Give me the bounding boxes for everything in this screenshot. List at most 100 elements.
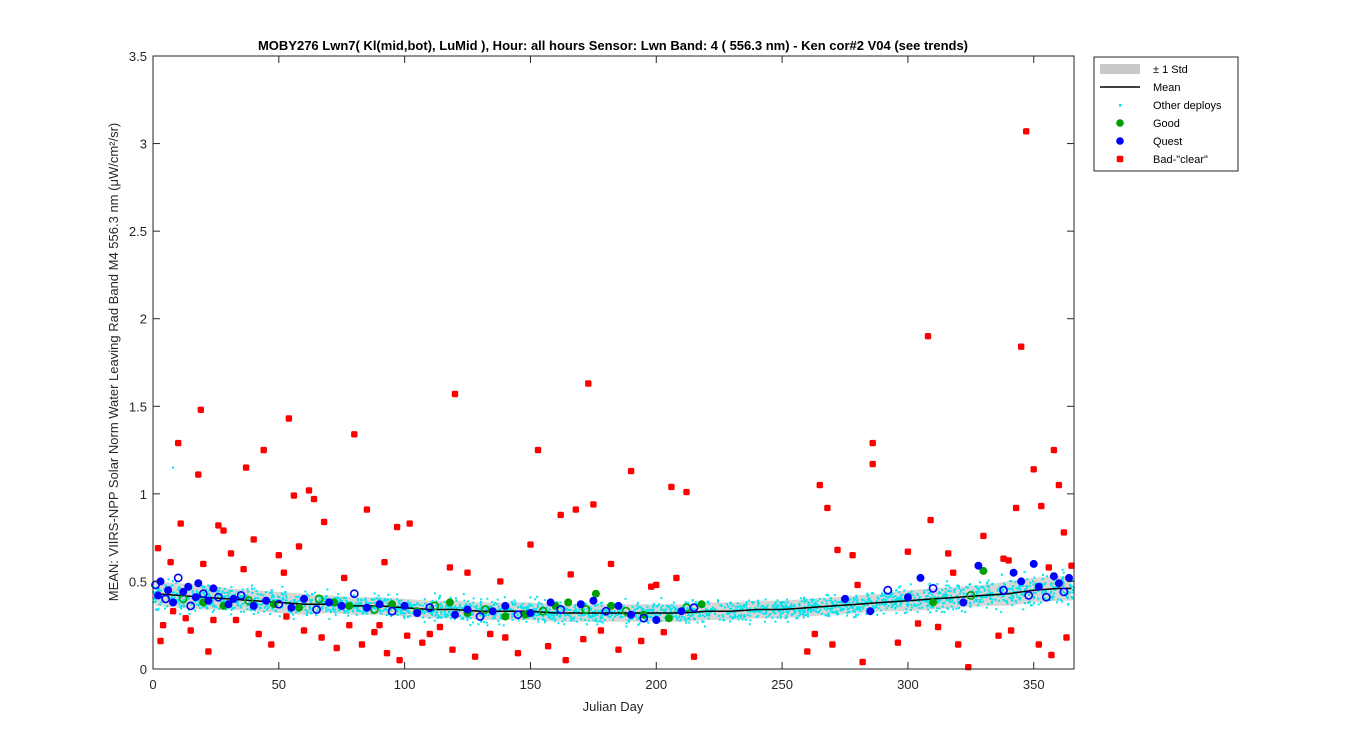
other-deploy-point [775, 606, 778, 609]
other-deploy-point [370, 598, 373, 601]
other-deploy-point [383, 608, 386, 611]
other-deploy-point [1009, 597, 1012, 599]
other-deploy-point [662, 608, 665, 611]
other-deploy-point [567, 614, 570, 617]
other-deploy-point [751, 602, 754, 605]
other-deploy-point [898, 586, 900, 589]
other-deploy-point [1026, 578, 1029, 581]
other-deploy-point [398, 607, 401, 610]
other-deploy-point [310, 612, 313, 615]
other-deploy-point [745, 606, 748, 609]
quest-point [639, 613, 649, 623]
other-deploy-point [732, 604, 735, 607]
other-deploy-point [230, 606, 233, 609]
other-deploy-point [597, 620, 600, 623]
other-deploy-point [536, 606, 539, 608]
bad-clear-point [363, 506, 371, 513]
other-deploy-point [397, 605, 400, 608]
other-deploy-point [996, 594, 999, 597]
other-deploy-point [580, 614, 583, 617]
other-deploy-point [800, 600, 803, 603]
other-deploy-point [666, 613, 669, 616]
other-deploy-point [1005, 600, 1008, 603]
other-deploy-point [635, 607, 638, 610]
other-deploy-point [472, 601, 475, 604]
other-deploy-point [289, 600, 292, 603]
other-deploy-point [397, 608, 400, 611]
bad-clear-point [955, 641, 962, 648]
other-deploy-point [865, 600, 868, 603]
other-deploy-point [308, 606, 311, 609]
other-deploy-point [785, 614, 788, 617]
other-deploy-point [1024, 602, 1026, 605]
other-deploy-point [836, 613, 839, 616]
other-deploy-point [740, 605, 742, 608]
other-deploy-point [198, 603, 201, 606]
other-deploy-point [691, 612, 694, 615]
other-deploy-point [453, 618, 456, 621]
other-deploy-point [746, 613, 749, 616]
other-deploy-point [496, 598, 499, 601]
other-deploy-point [514, 603, 517, 606]
x-tick-label: 200 [645, 677, 667, 692]
bad-clear-point [995, 632, 1002, 639]
other-deploy-point [937, 601, 940, 604]
other-deploy-point [1044, 582, 1047, 585]
other-deploy-point [438, 596, 441, 599]
quest-point [209, 584, 218, 593]
other-deploy-point [979, 591, 982, 593]
other-deploy-point [1071, 589, 1074, 591]
other-deploy-point [674, 610, 677, 613]
other-deploy-point [783, 601, 786, 604]
other-deploy-point [990, 601, 993, 604]
other-deploy-point [249, 600, 251, 603]
other-deploy-point [1043, 583, 1046, 586]
other-deploy-point [327, 608, 330, 611]
other-deploy-point [578, 614, 580, 617]
other-deploy-point [936, 601, 939, 604]
other-deploy-point [512, 609, 514, 611]
bad-clear-point [419, 639, 426, 646]
other-deploy-point [670, 604, 673, 607]
other-deploy-point [814, 602, 817, 605]
quest-point [224, 600, 233, 609]
other-deploy-point [985, 593, 988, 596]
good-point [430, 601, 440, 611]
bad-clear-point [464, 569, 471, 576]
other-deploy-point [360, 598, 362, 601]
points-layer [151, 128, 1075, 671]
other-deploy-point [828, 599, 831, 602]
other-deploy-point [251, 592, 254, 594]
other-deploy-point [808, 604, 811, 607]
quest-point [169, 598, 178, 607]
y-tick-label: 2 [140, 312, 147, 327]
other-deploy-point [792, 604, 795, 607]
other-deploy-point [707, 617, 710, 620]
other-deploy-point [586, 623, 588, 626]
quest-point [191, 593, 200, 602]
other-deploy-point [976, 587, 979, 590]
other-deploy-point [695, 602, 698, 605]
other-deploy-point [386, 602, 389, 605]
legend-entry: Mean [1100, 82, 1181, 94]
quest-point [916, 573, 925, 582]
other-deploy-point [373, 602, 376, 604]
other-deploy-point [955, 607, 958, 610]
other-deploy-point [987, 593, 990, 596]
other-deploy-point [894, 599, 897, 601]
x-tick-label: 0 [149, 677, 156, 692]
other-deploy-point [758, 611, 761, 614]
other-deploy-point [295, 595, 298, 598]
other-deploy-point [447, 606, 450, 609]
other-deploy-point [927, 608, 929, 611]
other-deploy-point [497, 605, 500, 608]
quest-point [677, 607, 686, 616]
other-deploy-point [716, 600, 719, 603]
other-deploy-point [445, 613, 448, 616]
other-deploy-point [697, 615, 700, 618]
bad-clear-point [1005, 557, 1012, 564]
other-deploy-point [521, 602, 524, 605]
quest-point [463, 605, 472, 614]
other-deploy-point [1050, 595, 1053, 598]
other-deploy-point [479, 607, 481, 610]
